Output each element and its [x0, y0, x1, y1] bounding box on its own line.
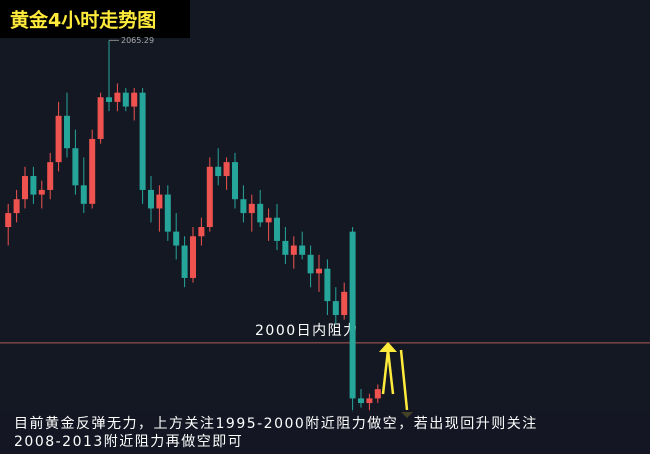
candle-body	[206, 166, 213, 227]
candle-body	[72, 148, 79, 186]
candle-body	[5, 213, 12, 227]
candle-body	[55, 115, 62, 163]
candle-body	[332, 301, 339, 316]
candle-body	[282, 240, 289, 255]
plot: 2000日内阻力 2065.29	[0, 36, 650, 413]
candle-body	[366, 398, 373, 404]
candle-body	[148, 189, 154, 209]
candle-body	[324, 268, 331, 302]
candle-body	[22, 176, 28, 200]
candle-body	[232, 162, 238, 200]
candle-body	[89, 138, 96, 204]
candle-body	[80, 185, 87, 204]
candle-body	[30, 176, 37, 195]
chart-title: 黄金4小时走势图	[10, 9, 156, 32]
high-label: 2065.29	[121, 36, 154, 45]
candle-body	[97, 97, 104, 139]
candle-body	[164, 194, 171, 232]
candle-body	[13, 199, 20, 214]
candle-body	[257, 203, 264, 223]
candle-body	[248, 203, 255, 214]
candle-body	[114, 92, 121, 102]
candle-body	[374, 389, 381, 399]
candle-body	[181, 245, 188, 278]
title-background	[0, 0, 190, 38]
candle-body	[341, 291, 348, 316]
candle-body	[265, 217, 272, 223]
candle-body	[349, 231, 356, 399]
candle-body	[316, 268, 322, 274]
candle-body	[223, 162, 230, 177]
annotation: 2008-2013附近阻力再做空即可	[14, 434, 243, 450]
candle-body	[240, 199, 247, 214]
candle-body	[38, 189, 45, 195]
arrow-line	[399, 349, 409, 411]
candle-body	[122, 92, 129, 107]
candle-body	[358, 398, 364, 404]
candle-body	[274, 217, 280, 241]
candle-body	[47, 162, 54, 190]
candle-body	[106, 97, 112, 102]
candle-body	[131, 92, 138, 107]
annotation: 目前黄金反弹无力，上方关注1995-2000附近阻力做空，若出现回升则关注	[14, 415, 538, 432]
candle-body	[215, 166, 222, 177]
candle-body	[307, 254, 314, 274]
candle-body	[156, 194, 163, 209]
resistance-label: 2000日内阻力	[255, 323, 359, 339]
candle-body	[198, 227, 205, 237]
candle-body	[190, 236, 196, 278]
candle-body	[290, 245, 297, 255]
candle-body	[299, 245, 306, 255]
candle-body	[139, 92, 146, 190]
candle-body	[173, 231, 180, 246]
candle-body	[64, 115, 70, 149]
arrow-head-up	[379, 342, 397, 352]
annotation-background	[0, 410, 650, 454]
